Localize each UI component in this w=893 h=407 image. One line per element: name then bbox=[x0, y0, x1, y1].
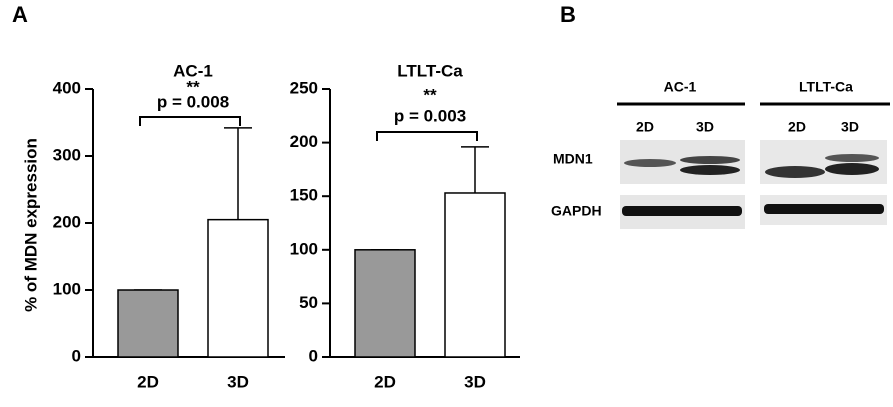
bracket bbox=[376, 131, 478, 141]
bracket bbox=[139, 116, 241, 126]
band bbox=[764, 204, 884, 214]
band bbox=[680, 156, 740, 164]
bar bbox=[444, 192, 506, 358]
p-value: p = 0.003 bbox=[394, 106, 466, 125]
lane-label: 2D bbox=[788, 119, 806, 135]
bar bbox=[354, 249, 416, 358]
significance: ** bbox=[186, 77, 200, 96]
y-tick-label: 0 bbox=[309, 346, 318, 365]
y-tick-label: 400 bbox=[53, 78, 81, 97]
y-tick-label: 0 bbox=[72, 346, 81, 365]
x-tick-label: 3D bbox=[227, 372, 249, 391]
panel-label: B bbox=[560, 2, 576, 27]
y-tick-label: 150 bbox=[290, 186, 318, 205]
y-tick-label: 200 bbox=[290, 132, 318, 151]
lane-label: 2D bbox=[636, 119, 654, 135]
y-tick-label: 250 bbox=[290, 78, 318, 97]
y-tick-label: 300 bbox=[53, 145, 81, 164]
band bbox=[825, 154, 879, 162]
chart-title: AC-1 bbox=[173, 61, 213, 80]
row-label: GAPDH bbox=[551, 203, 602, 219]
group-label: AC-1 bbox=[664, 79, 697, 95]
panel-label: A bbox=[12, 2, 28, 27]
significance: ** bbox=[423, 85, 437, 104]
band bbox=[624, 159, 676, 167]
x-tick-label: 2D bbox=[374, 372, 396, 391]
blot-image bbox=[760, 140, 887, 184]
y-tick-label: 200 bbox=[53, 212, 81, 231]
band bbox=[680, 165, 740, 175]
y-tick-label: 50 bbox=[299, 293, 318, 312]
row-label: MDN1 bbox=[553, 151, 593, 167]
band bbox=[765, 166, 825, 178]
y-axis-label: % of MDN expression bbox=[21, 138, 40, 312]
p-value: p = 0.008 bbox=[157, 92, 229, 111]
bar bbox=[117, 289, 179, 358]
band bbox=[622, 206, 742, 216]
lane-label: 3D bbox=[696, 119, 714, 135]
x-tick-label: 2D bbox=[137, 372, 159, 391]
chart-title: LTLT-Ca bbox=[397, 61, 463, 80]
group-label: LTLT-Ca bbox=[799, 79, 853, 95]
band bbox=[825, 163, 879, 175]
blot: AC-1 LTLT-Ca 2D 3D 2D 3D MDN1 GAPDH bbox=[551, 79, 890, 229]
y-tick-label: 100 bbox=[53, 279, 81, 298]
x-tick-label: 3D bbox=[464, 372, 486, 391]
bar bbox=[207, 218, 269, 358]
lane-label: 3D bbox=[841, 119, 859, 135]
y-tick-label: 100 bbox=[290, 239, 318, 258]
